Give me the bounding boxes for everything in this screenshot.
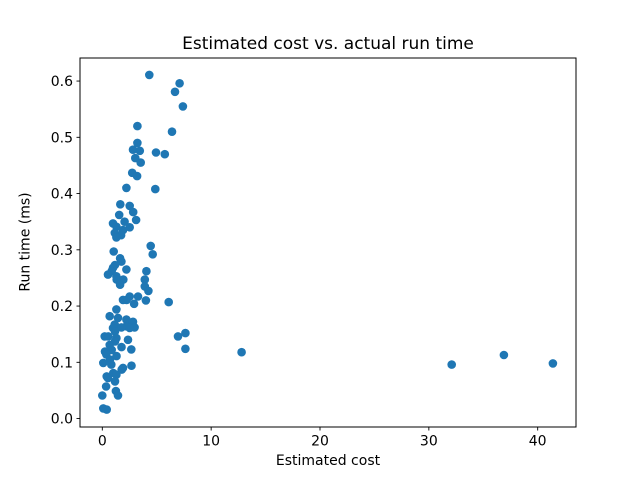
data-point (112, 233, 121, 242)
data-point (120, 217, 129, 226)
data-point (127, 345, 136, 354)
y-tick-label: 0.6 (51, 74, 73, 90)
data-point (112, 370, 121, 380)
data-point (175, 79, 184, 88)
data-point (107, 360, 116, 369)
x-tick-label: 0 (98, 434, 107, 450)
data-point (113, 391, 123, 400)
data-point (181, 344, 190, 354)
data-point (142, 266, 151, 276)
data-point (103, 270, 113, 279)
chart-title: Estimated cost vs. actual run time (182, 34, 474, 54)
data-point (102, 405, 111, 414)
data-point (132, 171, 142, 181)
data-point (160, 149, 170, 159)
y-tick-label: 0.5 (51, 130, 73, 146)
data-point (105, 311, 114, 321)
data-point (133, 121, 142, 131)
data-point (141, 296, 151, 305)
data-point (113, 313, 123, 323)
data-point (99, 358, 108, 368)
data-point (125, 223, 134, 232)
data-point (118, 295, 128, 305)
y-tick-label: 0.4 (51, 187, 73, 203)
x-axis-label: Estimated cost (275, 453, 381, 469)
data-point (127, 361, 136, 371)
data-point (173, 332, 183, 341)
data-point (112, 351, 121, 361)
y-tick-label: 0.1 (51, 355, 73, 371)
data-point (499, 350, 509, 360)
data-point (128, 145, 138, 154)
data-point (117, 323, 126, 332)
data-point (164, 297, 173, 307)
data-point (128, 207, 138, 217)
data-point (178, 102, 188, 111)
x-tick-label: 40 (529, 434, 547, 450)
data-point (110, 327, 120, 336)
data-point (170, 87, 180, 97)
data-point (136, 158, 145, 167)
data-point (122, 183, 131, 193)
data-point (122, 315, 131, 324)
data-point (112, 305, 121, 314)
data-point (145, 70, 154, 80)
data-point (117, 257, 126, 266)
data-point (101, 382, 111, 391)
data-point (133, 292, 143, 301)
y-tick-label: 0.2 (51, 299, 73, 315)
data-point (181, 328, 190, 338)
data-point (129, 299, 139, 309)
data-point (144, 286, 153, 296)
data-point (140, 275, 150, 284)
y-axis-label: Run time (ms) (17, 192, 34, 292)
data-point (116, 200, 125, 209)
data-point (117, 365, 126, 374)
data-point (133, 138, 142, 148)
x-tick-label: 10 (202, 434, 220, 450)
x-tick-label: 20 (311, 434, 329, 450)
data-point (148, 250, 157, 259)
axes-frame (79, 57, 577, 428)
data-point (146, 241, 155, 251)
y-tick-label: 0.0 (51, 412, 73, 428)
data-point (167, 127, 177, 136)
data-point (447, 360, 457, 369)
data-point (98, 391, 107, 400)
data-point (125, 323, 134, 333)
data-point (110, 377, 120, 386)
data-point (104, 332, 113, 341)
data-point (237, 347, 246, 357)
data-point (548, 359, 558, 368)
x-tick-label: 30 (420, 434, 438, 450)
data-point (123, 335, 133, 345)
data-point (109, 247, 118, 256)
data-point (115, 280, 125, 290)
data-point (122, 265, 131, 274)
data-point (135, 146, 145, 156)
data-point (151, 184, 160, 194)
data-point (117, 342, 126, 352)
data-point (114, 210, 124, 220)
y-tick-label: 0.3 (51, 243, 73, 259)
data-point (103, 373, 113, 383)
data-point (131, 215, 141, 225)
data-point (151, 148, 161, 157)
